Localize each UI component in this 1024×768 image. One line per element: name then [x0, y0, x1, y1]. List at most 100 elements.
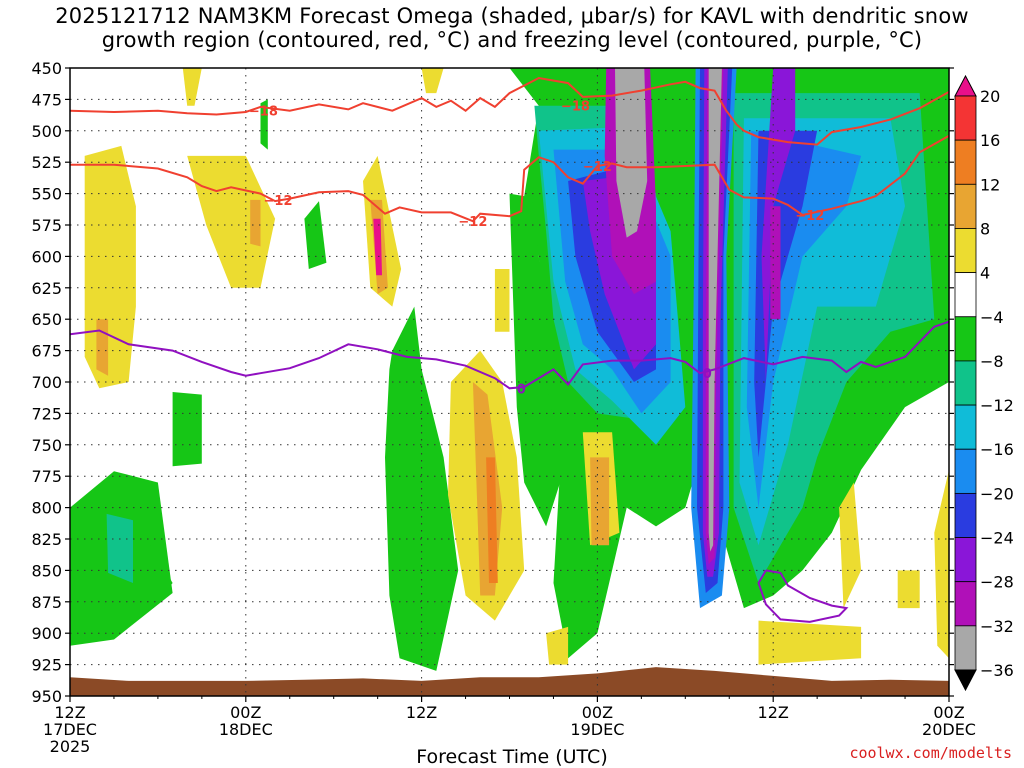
y-axis: 450 475 500 525 550 575 600 625 650 675 700 725 750 7…	[31, 59, 954, 706]
y-tick-label-750: 750	[31, 436, 62, 455]
contours: −18 −18 −12 −12 −12 −12 0 0	[70, 76, 949, 623]
y-tick-label-625: 625	[31, 279, 62, 298]
y-tick-label-875: 875	[31, 593, 62, 612]
contour-label-2: −12	[264, 194, 293, 209]
y-tick-label-700: 700	[31, 373, 62, 392]
colorbar-bin-11	[954, 537, 977, 583]
colorbar-bin-12	[954, 581, 977, 627]
y-tick-label-775: 775	[31, 467, 62, 486]
omega-shade-region-31	[250, 199, 261, 247]
colorbar-bin-13	[954, 625, 977, 671]
colorbar-label-11: −28	[980, 573, 1014, 592]
y-tick-label-950: 950	[31, 687, 62, 706]
omega-shade-region-40	[494, 269, 510, 332]
chart-title-line-1: 2025121712 NAM3KM Forecast Omega (shaded…	[55, 4, 969, 28]
omega-shade-region-46	[934, 469, 949, 659]
colorbar-top-arrow	[954, 74, 977, 97]
x-tick-label-60-2: 20DEC	[922, 720, 976, 739]
omega-shade-region-21	[761, 68, 796, 382]
x-tick-label-36-1: 00Z	[582, 703, 613, 722]
colorbar-bin-6	[954, 316, 977, 362]
x-tick-label-60-1: 00Z	[933, 703, 964, 722]
x-tick-label-12-2: 18DEC	[219, 720, 273, 739]
omega-shade-region-28	[84, 145, 136, 389]
omega-shade-region-47	[546, 626, 569, 665]
colorbar-bin-8	[954, 404, 977, 450]
omega-shade-region-27	[708, 68, 722, 552]
y-tick-label-925: 925	[31, 656, 62, 675]
colorbar-label-9: −20	[980, 484, 1014, 503]
colorbar-label-0: 20	[980, 87, 1000, 106]
y-tick-label-550: 550	[31, 185, 62, 204]
omega-shade-region-4	[304, 201, 327, 269]
x-axis-title: Forecast Time (UTC)	[416, 746, 608, 768]
terrain-fill	[70, 667, 949, 696]
omega-shade-region-39	[486, 457, 498, 583]
x-tick-label-12-1: 00Z	[230, 703, 261, 722]
freezing-level-contour	[70, 320, 949, 390]
colorbar-label-12: −32	[980, 617, 1014, 636]
colorbar-label-8: −16	[980, 440, 1014, 459]
y-tick-label-500: 500	[31, 122, 62, 141]
colorbar-label-1: 16	[980, 131, 1000, 150]
colorbar: 20 16 12 8 4 −4 −8 −12 −16 −20 −24 −28 −32 −36	[954, 74, 1014, 692]
colorbar-label-6: −8	[980, 352, 1004, 371]
omega-shade-region-29	[96, 319, 109, 376]
y-tick-label-850: 850	[31, 561, 62, 580]
chart-title-line-2: growth region (contoured, red, °C) and f…	[101, 28, 923, 52]
y-tick-label-650: 650	[31, 310, 62, 329]
contour-label-5: −12	[795, 209, 824, 224]
credit-link[interactable]: coolwx.com/modelts	[849, 744, 1012, 762]
colorbar-label-13: −36	[980, 661, 1014, 680]
colorbar-label-10: −24	[980, 529, 1014, 548]
y-tick-label-800: 800	[31, 499, 62, 518]
y-tick-label-900: 900	[31, 624, 62, 643]
y-tick-label-475: 475	[31, 90, 62, 109]
y-tick-label-575: 575	[31, 216, 62, 235]
colorbar-bin-5	[954, 272, 977, 318]
freezing-level-low-contour	[757, 569, 849, 623]
omega-shade-region-15	[615, 68, 648, 238]
colorbar-bin-3	[954, 183, 977, 229]
omega-shade-region-44	[839, 482, 862, 609]
omega-shade-region-22	[770, 206, 781, 320]
y-tick-label-725: 725	[31, 404, 62, 423]
dgz-minus12-contour	[70, 134, 949, 223]
colorbar-bottom-arrow	[954, 669, 977, 692]
contour-label-0: −18	[249, 105, 278, 120]
omega-shade-region-1	[146, 545, 173, 609]
colorbar-label-5: −4	[980, 308, 1004, 327]
contour-label-6: 0	[517, 382, 526, 397]
colorbar-bin-7	[954, 360, 977, 406]
colorbar-bin-1	[954, 95, 977, 141]
colorbar-bin-4	[954, 228, 977, 274]
x-tick-label-48-1: 12Z	[758, 703, 789, 722]
contour-label-3: −12	[458, 215, 487, 230]
contour-label-1: −18	[561, 100, 590, 115]
dgz-minus18-contour	[70, 76, 949, 146]
x-tick-label-0-1: 12Z	[54, 703, 85, 722]
omega-shade-region-42	[590, 457, 610, 546]
x-tick-label-0-3: 2025	[50, 737, 91, 756]
omega-shade-region-32	[182, 68, 202, 106]
x-tick-label-0-2: 17DEC	[43, 720, 97, 739]
colorbar-label-2: 12	[980, 175, 1000, 194]
y-tick-label-825: 825	[31, 530, 62, 549]
contour-label-4: −12	[583, 160, 612, 175]
colorbar-bin-9	[954, 448, 977, 494]
omega-shade-region-45	[897, 570, 920, 609]
colorbar-label-3: 8	[980, 219, 990, 238]
x-tick-label-24-1: 12Z	[406, 703, 437, 722]
colorbar-bin-10	[954, 492, 977, 538]
plot-area	[70, 68, 949, 696]
colorbar-label-4: 4	[980, 264, 990, 283]
x-tick-label-36-2: 19DEC	[570, 720, 624, 739]
y-tick-label-525: 525	[31, 153, 62, 172]
omega-shade-region-3	[172, 392, 202, 467]
y-tick-label-600: 600	[31, 247, 62, 266]
colorbar-bin-2	[954, 139, 977, 185]
omega-shade-region-2	[106, 513, 133, 583]
omega-shade-region-35	[373, 218, 382, 276]
